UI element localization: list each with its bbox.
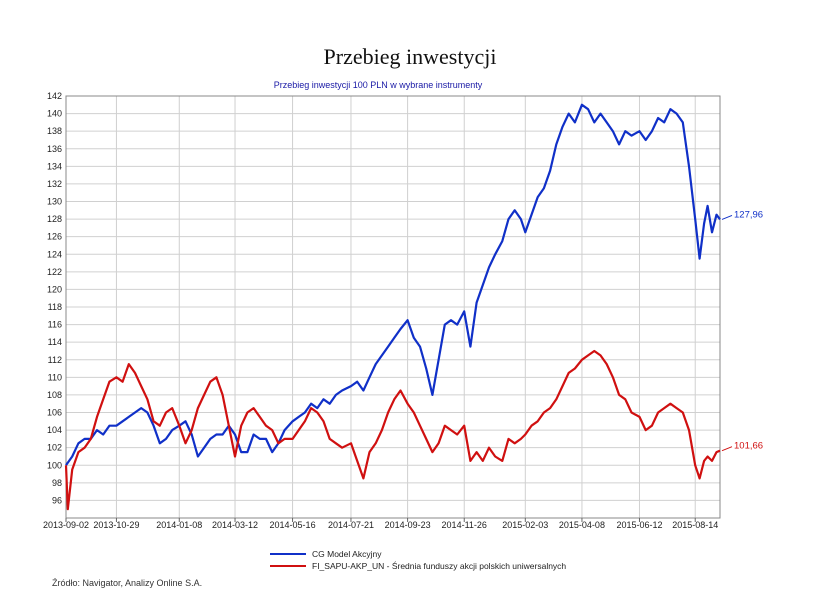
y-tick-label: 124 <box>47 249 62 259</box>
y-tick-label: 98 <box>52 478 62 488</box>
source-note: Źródło: Navigator, Analizy Online S.A. <box>52 578 203 588</box>
legend-entry: FI_SAPU-AKP_UN - Średnia funduszy akcji … <box>312 560 566 571</box>
end-label-leader <box>721 446 733 452</box>
y-tick-label: 134 <box>47 161 62 171</box>
y-tick-label: 130 <box>47 197 62 207</box>
y-tick-label: 104 <box>47 425 62 435</box>
y-tick-label: 112 <box>48 355 62 365</box>
series-group: 127,96 101,66 <box>64 103 763 511</box>
x-tick-label: 2014-03-12 <box>212 520 258 530</box>
x-tick-label: 2013-10-29 <box>93 520 139 530</box>
series-end-label: 127,96 <box>734 209 763 220</box>
y-tick-label: 118 <box>48 302 62 312</box>
legend-entry: CG Model Akcyjny <box>312 549 382 559</box>
x-tick-label: 2015-06-12 <box>616 520 662 530</box>
x-axis: 2013-09-02 2013-10-29 2014-01-08 2014-03-12… <box>43 518 718 530</box>
y-tick-label: 108 <box>47 390 62 400</box>
page-title: Przebieg inwestycji <box>323 44 497 69</box>
x-tick-label: 2014-05-16 <box>270 520 316 530</box>
x-tick-label: 2015-02-03 <box>502 520 548 530</box>
y-tick-label: 110 <box>48 372 62 382</box>
y-tick-label: 106 <box>47 408 62 418</box>
x-tick-label: 2014-11-26 <box>442 520 487 530</box>
x-tick-label: 2014-09-23 <box>385 520 431 530</box>
y-tick-label: 120 <box>47 284 62 294</box>
y-tick-label: 126 <box>47 232 62 242</box>
x-tick-label: 2015-04-08 <box>559 520 605 530</box>
grid <box>65 95 720 518</box>
y-tick-label: 136 <box>47 144 62 154</box>
plot-border <box>65 95 721 519</box>
chart-subtitle: Przebieg inwestycji 100 PLN w wybrane in… <box>274 80 483 90</box>
y-axis: 96 98 100 102 104 106 108 110 112 114 116 118 120 122… <box>47 91 62 505</box>
x-tick-label: 2013-09-02 <box>43 520 89 530</box>
x-tick-label: 2015-08-14 <box>672 520 718 530</box>
series-line-2 <box>64 349 721 511</box>
y-tick-label: 116 <box>48 320 62 330</box>
y-tick-label: 102 <box>47 443 62 453</box>
y-tick-label: 96 <box>52 495 62 505</box>
y-tick-label: 114 <box>48 337 62 347</box>
y-tick-label: 100 <box>47 460 62 470</box>
y-tick-label: 122 <box>47 267 62 277</box>
series-line-1 <box>65 103 721 466</box>
y-tick-label: 140 <box>47 109 62 119</box>
end-label-leader <box>721 214 733 220</box>
x-tick-label: 2014-01-08 <box>156 520 202 530</box>
y-tick-label: 138 <box>47 126 62 136</box>
y-tick-label: 132 <box>47 179 62 189</box>
series-end-label: 101,66 <box>734 441 763 452</box>
y-tick-label: 128 <box>47 214 62 224</box>
x-tick-label: 2014-07-21 <box>328 520 374 530</box>
y-tick-label: 142 <box>47 91 62 101</box>
